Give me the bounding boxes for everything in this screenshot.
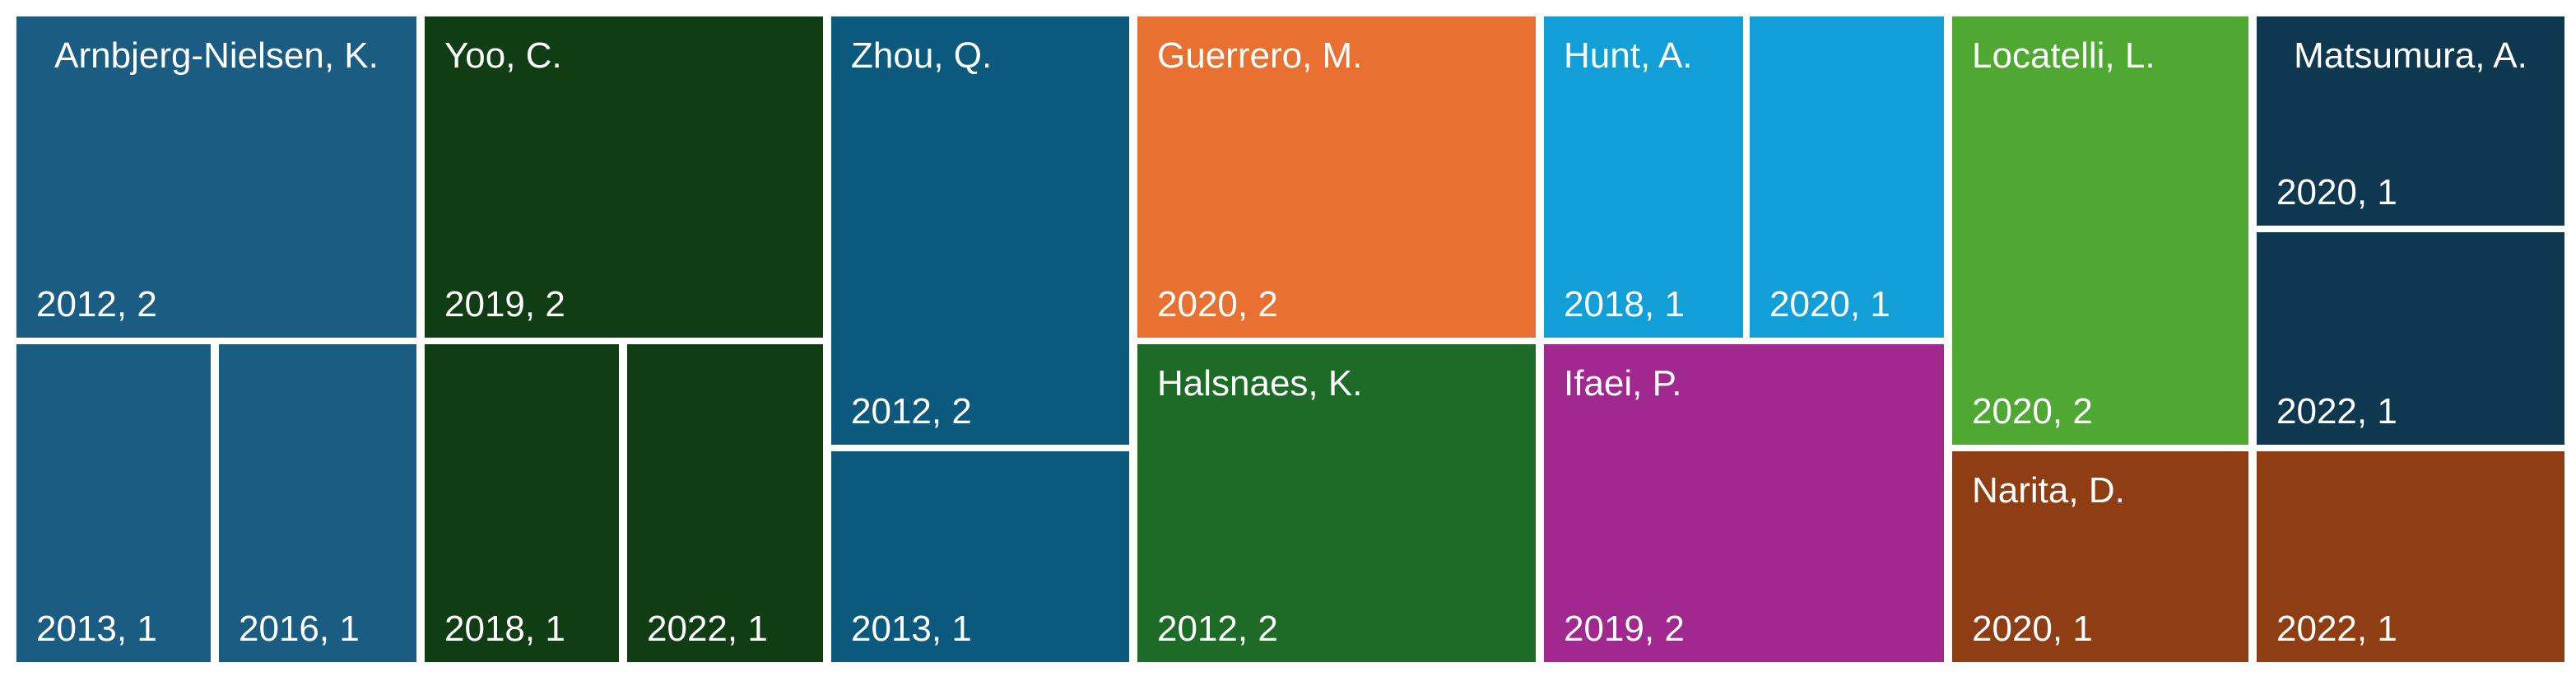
treemap-cell: Yoo, C. 2019, 2 [425,16,823,338]
treemap-cell: 2022, 1 [2257,232,2564,445]
cell-label: 2022, 1 [2276,390,2397,432]
cell-label: 2019, 2 [444,283,565,324]
treemap-cell: 2016, 1 [219,344,416,662]
treemap-cell: 2013, 1 [16,344,211,662]
treemap-cell: Halsnaes, K. 2012, 2 [1137,344,1536,662]
group-label: Hunt, A. [1564,35,1693,76]
cell-label: 2018, 1 [1564,283,1685,324]
cell-label: 2019, 2 [1564,608,1685,649]
cell-label: 2020, 2 [1972,390,2093,432]
treemap-cell: 2020, 1 [1750,16,1944,338]
treemap-cell: Zhou, Q. 2012, 2 [831,16,1129,445]
treemap-cell: Locatelli, L. 2020, 2 [1952,16,2248,445]
cell-label: 2022, 1 [2276,608,2397,649]
treemap-cell: 2022, 1 [2257,451,2564,662]
treemap-cell: Hunt, A. 2018, 1 [1544,16,1743,338]
treemap-cell: Narita, D. 2020, 1 [1952,451,2248,662]
cell-label: 2020, 2 [1157,283,1278,324]
cell-label: 2016, 1 [239,608,360,649]
group-label: Ifaei, P. [1564,362,1682,404]
cell-label: 2012, 2 [851,390,972,432]
group-label: Guerrero, M. [1157,35,1363,76]
cell-label: 2022, 1 [647,608,768,649]
group-label: Narita, D. [1972,469,2125,511]
treemap-cell: Matsumura, A. 2020, 1 [2257,16,2564,226]
treemap-cell: 2013, 1 [831,451,1129,662]
cell-label: 2012, 2 [1157,608,1278,649]
cell-label: 2012, 2 [36,283,157,324]
cell-label: 2020, 1 [1972,608,2093,649]
group-label: Yoo, C. [444,35,562,76]
treemap-cell: 2022, 1 [627,344,823,662]
treemap-cell: 2018, 1 [425,344,619,662]
treemap-cell: Ifaei, P. 2019, 2 [1544,344,1944,662]
treemap-cell: Arnbjerg-Nielsen, K. 2012, 2 [16,16,416,338]
cell-label: 2018, 1 [444,608,565,649]
group-label: Zhou, Q. [851,35,993,76]
group-label: Locatelli, L. [1972,35,2155,76]
cell-label: 2020, 1 [2276,171,2397,212]
cell-label: 2020, 1 [1769,283,1890,324]
cell-label: 2013, 1 [36,608,157,649]
treemap-cell: Guerrero, M. 2020, 2 [1137,16,1536,338]
group-label: Halsnaes, K. [1157,362,1363,404]
group-label: Arnbjerg-Nielsen, K. [54,35,379,76]
cell-label: 2013, 1 [851,608,972,649]
group-label: Matsumura, A. [2294,35,2527,76]
